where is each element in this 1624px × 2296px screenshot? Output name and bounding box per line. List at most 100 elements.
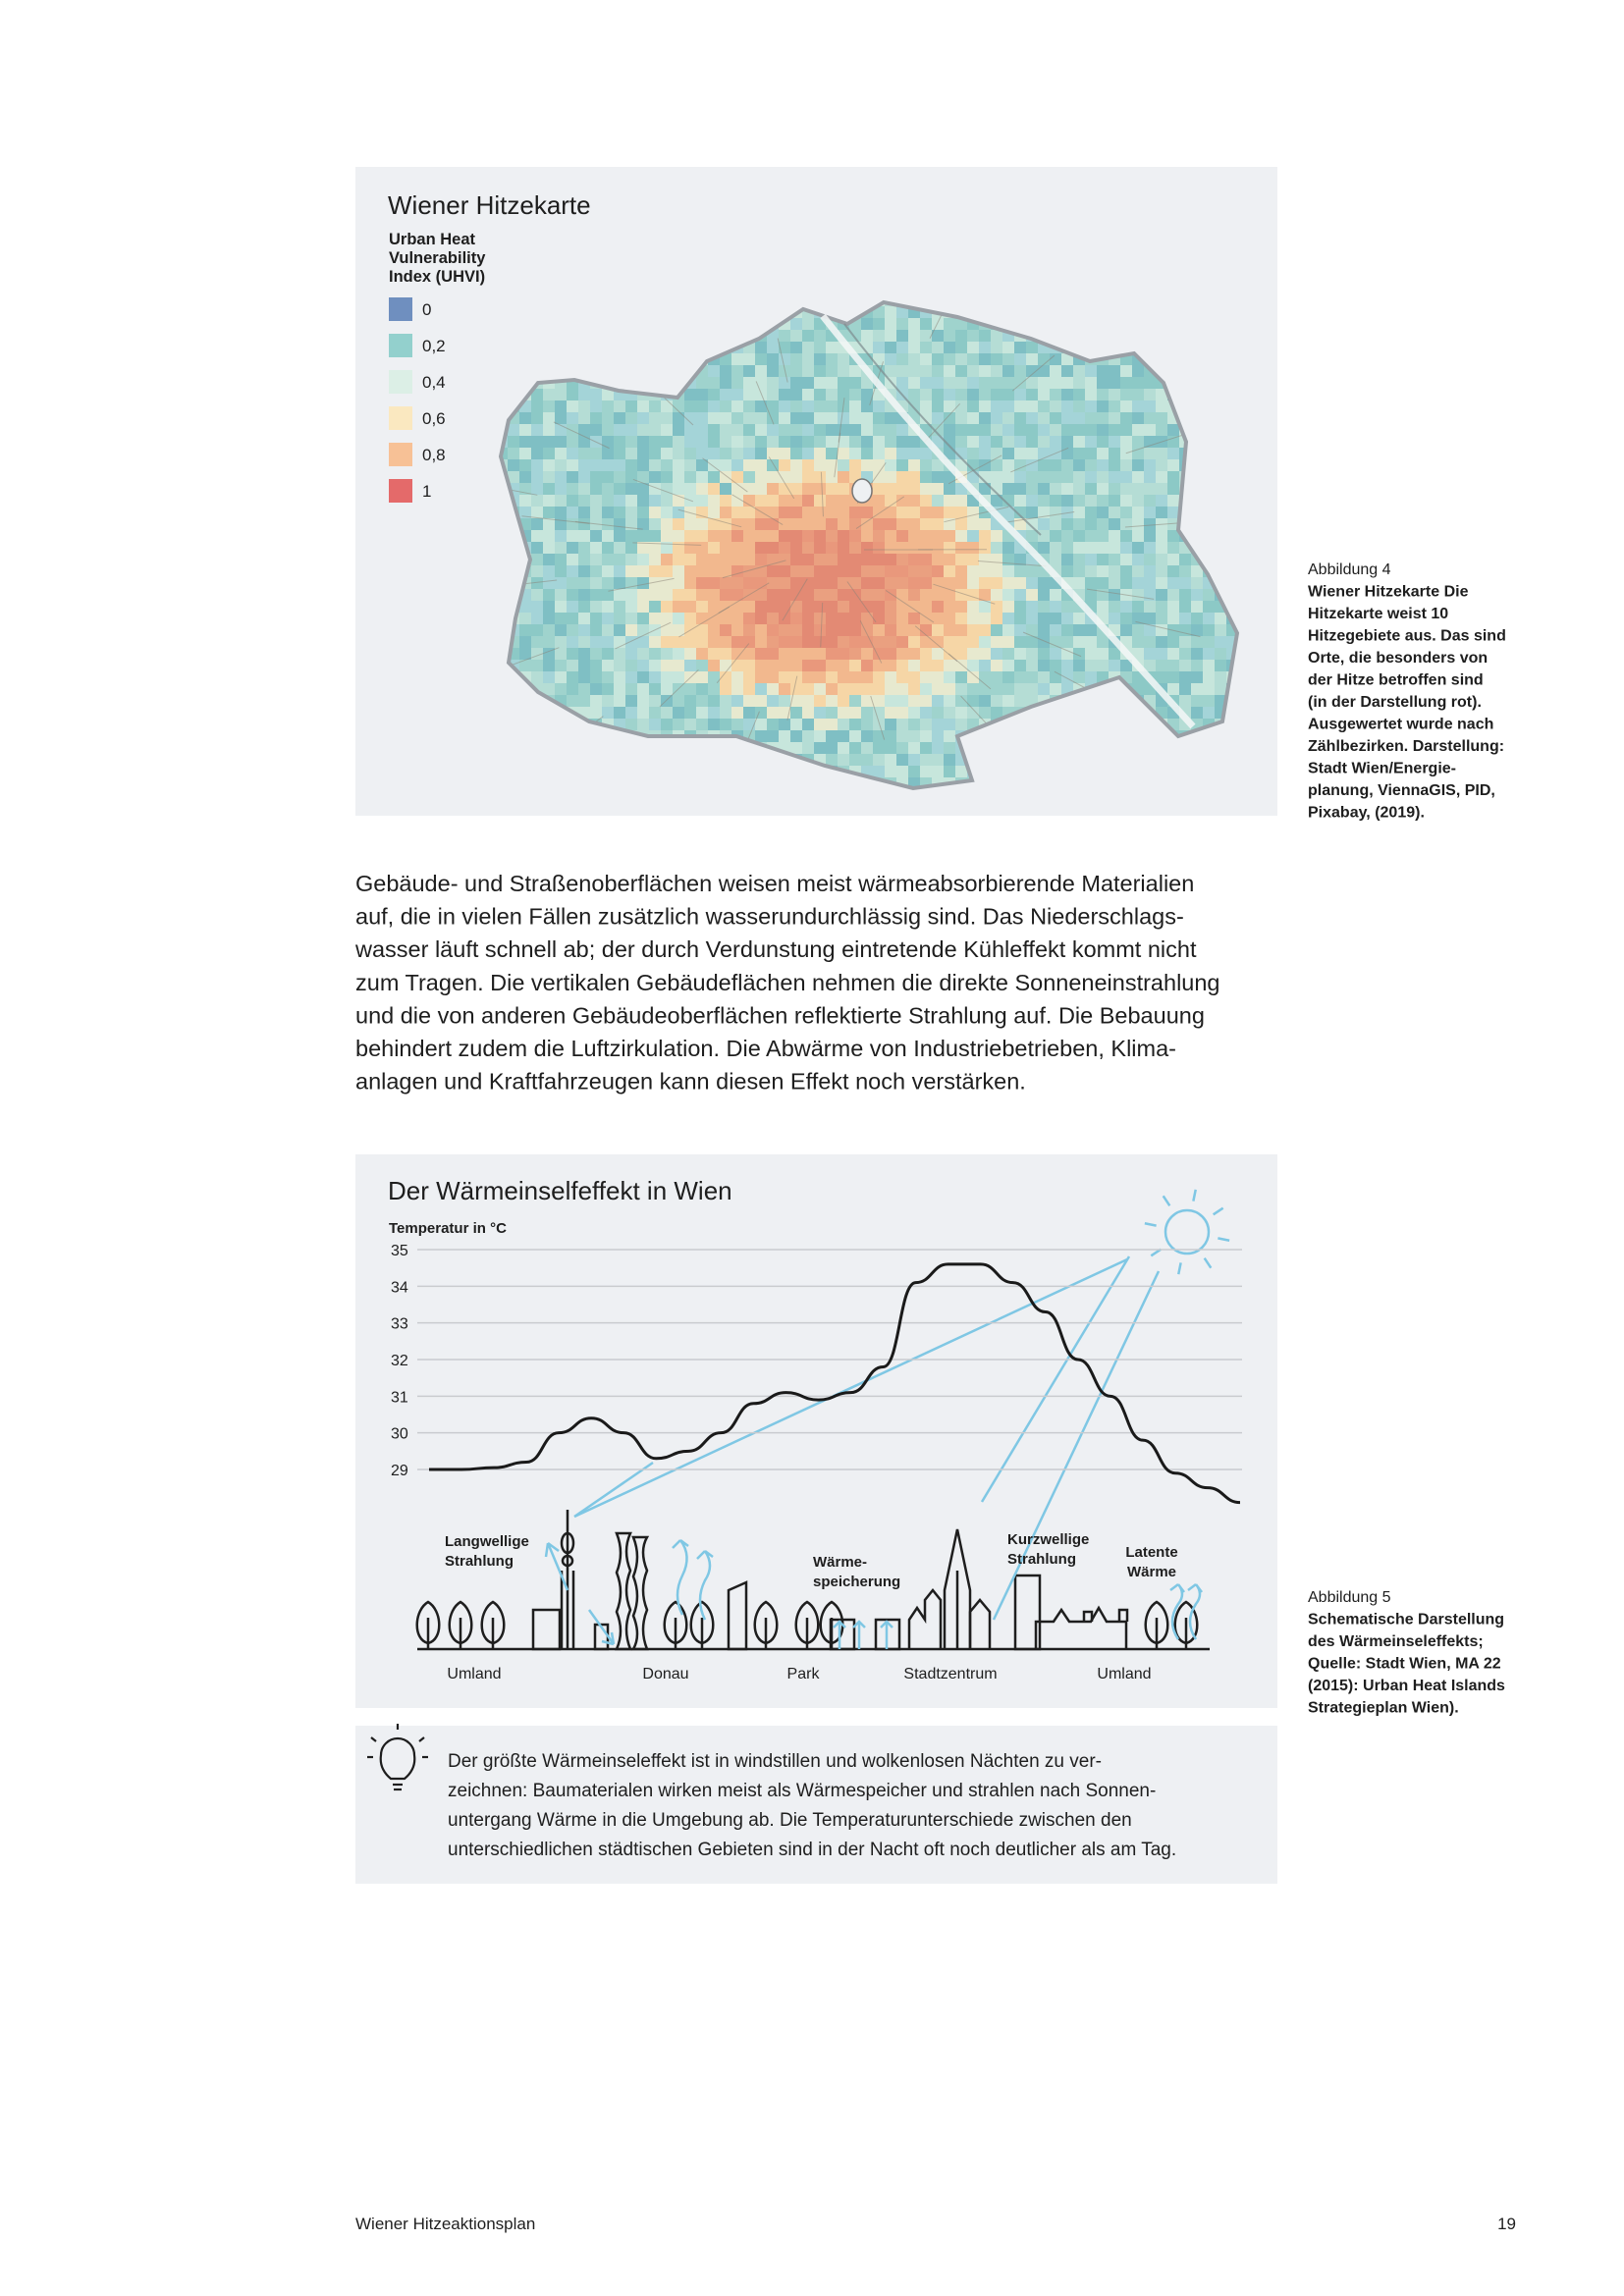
map-cell (602, 683, 615, 696)
map-cell (614, 400, 626, 413)
map-cell (567, 624, 579, 637)
map-cell (661, 613, 674, 625)
map-cell (955, 530, 968, 543)
map-cell (720, 483, 732, 496)
map-cell (637, 683, 650, 696)
map-cell (1144, 530, 1157, 543)
map-cell (955, 601, 968, 614)
map-cell (531, 601, 544, 614)
map-cell (944, 660, 956, 672)
map-cell (790, 719, 803, 731)
map-cell (555, 648, 568, 661)
caption-line: Strategieplan Wien). (1308, 1700, 1459, 1717)
map-cell (1120, 459, 1133, 472)
map-cell (955, 660, 968, 672)
caption-line: Orte, die besonders von (1308, 650, 1488, 667)
map-cell (826, 377, 839, 390)
map-cell (567, 542, 579, 555)
map-cell (614, 424, 626, 437)
district-line (702, 457, 748, 493)
map-cell (979, 613, 992, 625)
map-cell (885, 554, 897, 566)
map-cell (696, 389, 709, 401)
map-cell (932, 530, 945, 543)
map-cell (743, 613, 756, 625)
y-tick-label: 30 (391, 1426, 408, 1443)
map-cell (1109, 660, 1121, 672)
map-cell (649, 671, 662, 684)
map-cell (755, 342, 768, 354)
map-cell (814, 483, 827, 496)
map-cell (838, 648, 850, 661)
map-cell (920, 530, 933, 543)
map-cell (873, 342, 886, 354)
map-cell (578, 412, 591, 425)
map-cell (1144, 377, 1157, 390)
map-cell (1097, 389, 1110, 401)
map-cell (637, 601, 650, 614)
map-cell (1050, 660, 1062, 672)
map-cell (1085, 412, 1098, 425)
map-cell (991, 495, 1003, 507)
map-cell (543, 459, 556, 472)
map-cell (1050, 554, 1062, 566)
map-cell (1073, 436, 1086, 449)
map-cell (779, 518, 791, 531)
map-cell (590, 530, 603, 543)
map-cell (1179, 683, 1192, 696)
map-cell (625, 613, 638, 625)
map-cell (1050, 530, 1062, 543)
map-cell (838, 518, 850, 531)
map-cell (720, 707, 732, 720)
map-cell (885, 542, 897, 555)
map-cell (637, 565, 650, 578)
map-cell (684, 542, 697, 555)
map-cell (896, 483, 909, 496)
map-cell (1026, 365, 1039, 378)
map-cell (755, 624, 768, 637)
map-cell (1026, 424, 1039, 437)
map-cell (873, 589, 886, 602)
map-cell (802, 742, 815, 755)
map-cell (661, 518, 674, 531)
map-cell (1120, 660, 1133, 672)
map-cell (637, 412, 650, 425)
map-cell (944, 624, 956, 637)
map-cell (826, 660, 839, 672)
map-cell (802, 636, 815, 649)
map-cell (779, 671, 791, 684)
map-cell (637, 589, 650, 602)
map-cell (779, 730, 791, 743)
map-cell (826, 365, 839, 378)
map-cell (661, 719, 674, 731)
map-cell (637, 707, 650, 720)
map-cell (1002, 695, 1015, 708)
map-cell (802, 624, 815, 637)
map-cell (1144, 459, 1157, 472)
map-cell (873, 318, 886, 331)
map-cell (743, 660, 756, 672)
map-cell (885, 671, 897, 684)
map-cell (602, 400, 615, 413)
map-cell (649, 683, 662, 696)
map-cell (814, 565, 827, 578)
map-cell (1109, 377, 1121, 390)
map-cell (567, 400, 579, 413)
legend-label: 0 (422, 300, 431, 319)
map-cell (543, 483, 556, 496)
annotation-label: speicherung (813, 1574, 900, 1590)
map-cell (1038, 613, 1051, 625)
map-cell (861, 377, 874, 390)
map-cell (955, 353, 968, 366)
map-cell (555, 660, 568, 672)
map-cell (767, 601, 780, 614)
map-cell (1167, 589, 1180, 602)
map-cell (790, 436, 803, 449)
map-cell (661, 695, 674, 708)
map-cell (885, 730, 897, 743)
map-cell (955, 365, 968, 378)
map-cell (1097, 565, 1110, 578)
map-cell (1002, 377, 1015, 390)
map-cell (731, 589, 744, 602)
map-cell (590, 554, 603, 566)
